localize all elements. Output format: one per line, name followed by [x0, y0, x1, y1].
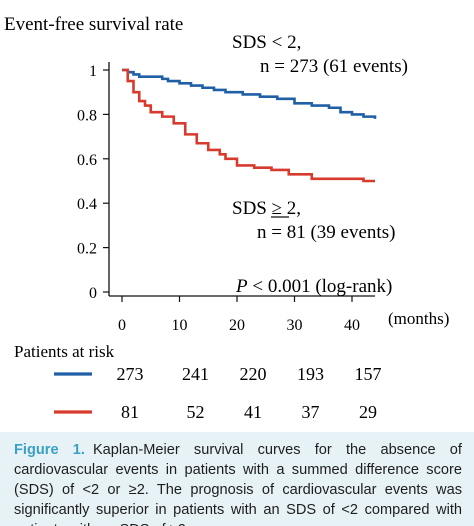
risk-count: 241: [182, 364, 209, 384]
km-chart: Event-free survival rate 00.20.40.60.81 …: [4, 14, 449, 422]
survival-curves: [122, 68, 377, 183]
risk-count: 29: [359, 402, 377, 422]
p-value-text: < 0.001 (log-rank): [248, 276, 393, 297]
risk-count: 273: [117, 364, 144, 384]
risk-table-title: Patients at risk: [14, 342, 115, 361]
x-ticks: 0 10 20 30 40: [118, 296, 360, 334]
x-tick-label: 20: [229, 317, 245, 334]
y-tick-label: 0.6: [77, 152, 97, 169]
axes: [108, 62, 375, 297]
y-tick-label: 0.4: [77, 196, 97, 213]
risk-count: 157: [355, 364, 382, 384]
label-sds-low-events: n = 273 (61 events): [260, 56, 408, 77]
risk-count: 37: [302, 402, 320, 422]
curve-sds-low: [122, 68, 377, 119]
x-tick-label: 40: [344, 317, 360, 334]
curve-sds-high: [122, 68, 375, 183]
caption-label: Figure 1.: [14, 442, 85, 458]
y-tick-label: 0.2: [77, 241, 97, 258]
risk-count: 220: [240, 364, 267, 384]
caption-paragraph: Figure 1. Kaplan-Meier survival curves fo…: [14, 440, 462, 526]
y-axis-title: Event-free survival rate: [4, 14, 183, 35]
risk-count: 52: [187, 402, 205, 422]
label-sds-low-title: SDS < 2,: [232, 32, 301, 53]
caption-text: Kaplan-Meier survival curves for the abs…: [14, 442, 462, 526]
x-tick-label: 30: [287, 317, 303, 334]
x-tick-label: 0: [118, 317, 126, 334]
label-sds-high-events: n = 81 (39 events): [257, 222, 395, 243]
label-sds-high-title: SDS ≥ 2,: [232, 198, 301, 219]
risk-count: 81: [121, 402, 139, 422]
y-tick-label: 1: [89, 63, 97, 80]
risk-count: 41: [244, 402, 262, 422]
p-value-label: P < 0.001 (log-rank): [235, 276, 392, 297]
x-axis-unit: (months): [388, 309, 449, 328]
y-tick-label: 0: [89, 285, 97, 302]
figure-caption: Figure 1. Kaplan-Meier survival curves fo…: [0, 432, 474, 526]
y-ticks: 0 0.2 0.4 0.6 0.8 1: [77, 63, 109, 302]
y-tick-label: 0.8: [77, 107, 97, 124]
risk-table: 273 241 220 193 157 81 52 41 37 29: [54, 364, 382, 422]
p-symbol: P: [235, 276, 248, 297]
risk-count: 193: [297, 364, 324, 384]
x-tick-label: 10: [172, 317, 188, 334]
